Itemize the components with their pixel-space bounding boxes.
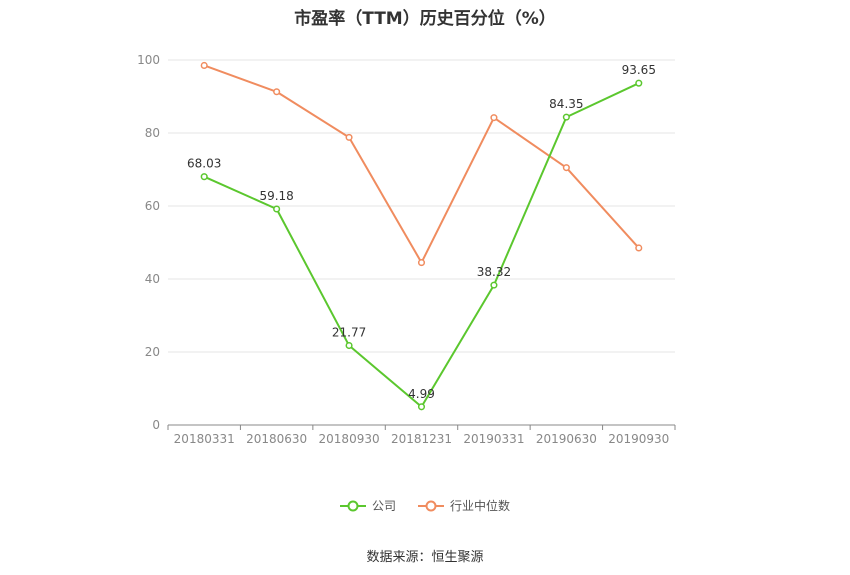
data-point-company (345, 341, 353, 350)
data-label: 38.32 (477, 265, 511, 279)
legend-label-company: 公司 (371, 499, 396, 513)
legend-label-industry: 行业中位数 (450, 499, 511, 513)
x-tick-label: 20180930 (319, 432, 380, 446)
y-tick-label: 40 (145, 272, 160, 286)
y-tick-label: 80 (145, 126, 160, 140)
data-label: 68.03 (187, 157, 221, 171)
data-point-company (490, 281, 498, 289)
series-line-industry (203, 64, 640, 264)
data-point-company (635, 79, 643, 87)
data-point-company (562, 113, 570, 121)
data-source: 数据来源：恒生聚源 (366, 550, 484, 565)
data-label: 4.99 (408, 387, 435, 401)
x-tick-label: 20180630 (246, 432, 307, 446)
data-label: 21.77 (332, 326, 366, 340)
legend-item-industry[interactable]: 行业中位数 (418, 497, 510, 514)
data-point-industry (345, 133, 353, 141)
data-point-company (417, 403, 426, 411)
series-line-company (203, 82, 640, 408)
legend-marker-company (339, 500, 366, 511)
data-point-industry (635, 244, 643, 252)
data-label: 84.35 (549, 97, 583, 111)
y-tick-label: 60 (145, 199, 160, 213)
x-tick-label: 20190630 (536, 432, 597, 446)
data-label: 93.65 (622, 63, 656, 77)
x-tick-label: 20190930 (608, 432, 669, 446)
x-tick-label: 20180331 (174, 432, 235, 446)
data-point-industry (562, 164, 570, 172)
legend-marker-industry (418, 500, 444, 511)
x-tick-label: 20190331 (463, 432, 524, 446)
data-point-industry (417, 259, 426, 267)
legend: 公司 行业中位数 (0, 497, 850, 514)
x-tick-label: 20181231 (391, 432, 452, 446)
y-tick-label: 0 (152, 418, 160, 432)
data-label: 59.18 (259, 189, 293, 203)
y-tick-label: 100 (137, 53, 160, 67)
data-point-company (273, 205, 281, 213)
data-point-industry (490, 114, 498, 122)
legend-item-company[interactable]: 公司 (339, 497, 396, 514)
data-point-company (200, 173, 208, 181)
data-point-industry (273, 88, 281, 96)
y-tick-label: 20 (145, 345, 160, 359)
chart-title: 市盈率（TTM）历史百分位（%） (294, 9, 556, 29)
data-point-industry (200, 61, 208, 70)
